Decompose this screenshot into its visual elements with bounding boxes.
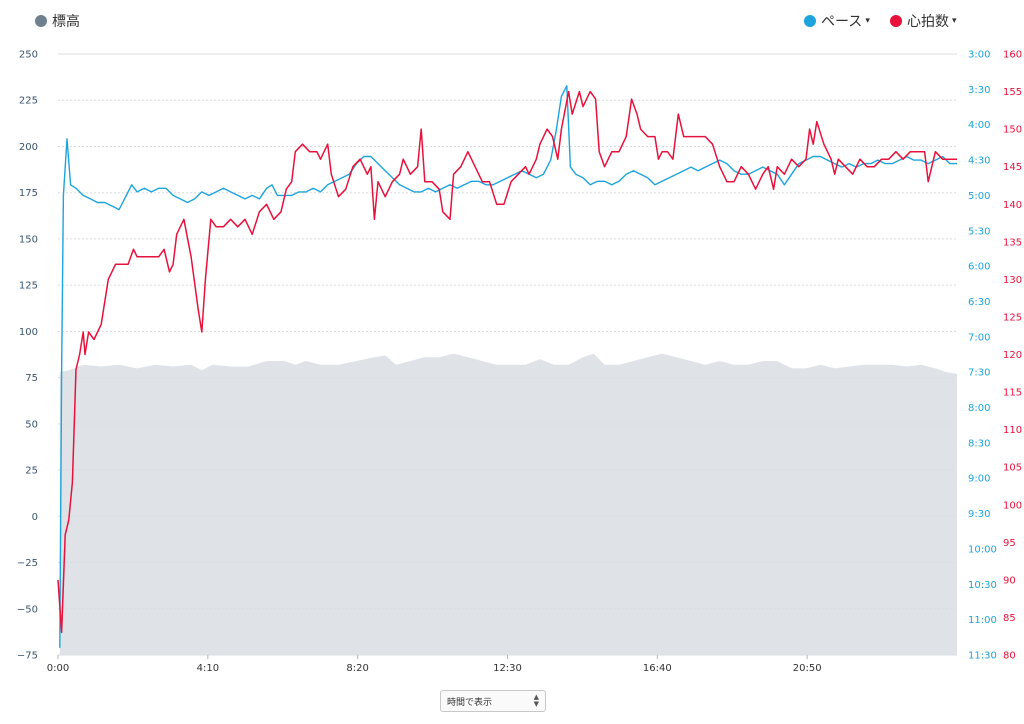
- pace-tick-label: 10:30: [968, 580, 997, 591]
- legend-heart-label: 心拍数: [907, 14, 949, 30]
- elevation-tick-label: 200: [19, 142, 38, 153]
- pace-tick-label: 11:00: [968, 615, 997, 626]
- legend-elevation[interactable]: 標高: [35, 11, 80, 31]
- heart-rate-tick-label: 80: [1003, 651, 1016, 662]
- pace-tick-label: 8:00: [968, 403, 990, 414]
- pace-tick-label: 6:00: [968, 262, 990, 273]
- heart-rate-tick-label: 100: [1003, 500, 1022, 511]
- pace-tick-label: 3:00: [968, 50, 990, 61]
- elevation-tick-label: 150: [19, 234, 38, 245]
- elevation-tick-label: 100: [19, 327, 38, 338]
- legend-elevation-label: 標高: [52, 14, 80, 30]
- pace-tick-label: 4:00: [968, 120, 990, 131]
- heart-rate-tick-label: 105: [1003, 463, 1022, 474]
- elevation-tick-label: 175: [19, 188, 38, 199]
- x-tick-label: 0:00: [47, 663, 69, 674]
- heart-rate-line: [57, 90, 957, 634]
- activity-chart: 2502252001751501251007550250−25−50−753:0…: [17, 50, 1022, 675]
- heart-rate-tick-label: 90: [1003, 575, 1016, 586]
- elevation-tick-label: 50: [25, 419, 38, 430]
- chevron-down-icon: ▾: [952, 16, 957, 26]
- select-arrows-icon: ▲ ▼: [533, 693, 539, 708]
- pace-tick-label: 9:00: [968, 474, 990, 485]
- pace-tick-label: 11:30: [968, 651, 997, 662]
- pace-tick-label: 5:30: [968, 226, 990, 237]
- legend-heart-rate[interactable]: 心拍数 ▾: [890, 11, 957, 31]
- elevation-tick-label: 25: [25, 466, 38, 477]
- heart-rate-tick-label: 155: [1003, 87, 1022, 98]
- elevation-tick-label: −75: [17, 651, 38, 662]
- heart-rate-tick-label: 120: [1003, 350, 1022, 361]
- heart-rate-tick-label: 145: [1003, 162, 1022, 173]
- elevation-tick-label: −50: [17, 604, 38, 615]
- x-tick-label: 4:10: [197, 663, 219, 674]
- pace-tick-label: 8:30: [968, 438, 990, 449]
- x-tick-label: 20:50: [793, 663, 822, 674]
- elevation-tick-label: −25: [17, 558, 38, 569]
- chevron-down-icon: ▾: [865, 16, 870, 26]
- heart-rate-tick-label: 150: [1003, 125, 1022, 136]
- pace-tick-label: 5:00: [968, 191, 990, 202]
- x-tick-label: 12:30: [493, 663, 522, 674]
- heart-rate-tick-label: 85: [1003, 613, 1016, 624]
- heart-rate-tick-label: 140: [1003, 200, 1022, 211]
- elevation-tick-label: 75: [25, 373, 38, 384]
- elevation-tick-label: 225: [19, 96, 38, 107]
- heart-rate-tick-label: 110: [1003, 425, 1022, 436]
- pace-dot-icon: [804, 15, 816, 27]
- elevation-tick-label: 125: [19, 281, 38, 292]
- pace-tick-label: 7:00: [968, 332, 990, 343]
- heart-dot-icon: [890, 15, 902, 27]
- heart-rate-tick-label: 160: [1003, 50, 1022, 61]
- time-display-label: 時間で表示: [447, 697, 493, 708]
- elevation-dot-icon: [35, 15, 47, 27]
- elevation-area: [59, 353, 958, 655]
- heart-rate-tick-label: 95: [1003, 538, 1016, 549]
- time-display-select[interactable]: 時間で表示 ▲ ▼: [440, 690, 546, 712]
- heart-rate-tick-label: 130: [1003, 275, 1022, 286]
- pace-tick-label: 10:00: [968, 544, 997, 555]
- heart-rate-tick-label: 135: [1003, 237, 1022, 248]
- pace-line: [59, 85, 957, 648]
- pace-tick-label: 9:30: [968, 509, 990, 520]
- legend-pace-label: ペース: [821, 14, 863, 30]
- x-tick-label: 16:40: [643, 663, 672, 674]
- pace-tick-label: 4:30: [968, 156, 990, 167]
- elevation-tick-label: 250: [19, 50, 38, 61]
- heart-rate-tick-label: 125: [1003, 312, 1022, 323]
- heart-rate-tick-label: 115: [1003, 388, 1022, 399]
- pace-tick-label: 7:30: [968, 368, 990, 379]
- pace-tick-label: 3:30: [968, 85, 990, 96]
- x-tick-label: 8:20: [346, 663, 368, 674]
- elevation-tick-label: 0: [32, 512, 38, 523]
- pace-tick-label: 6:30: [968, 297, 990, 308]
- legend-pace[interactable]: ペース ▾: [804, 11, 870, 31]
